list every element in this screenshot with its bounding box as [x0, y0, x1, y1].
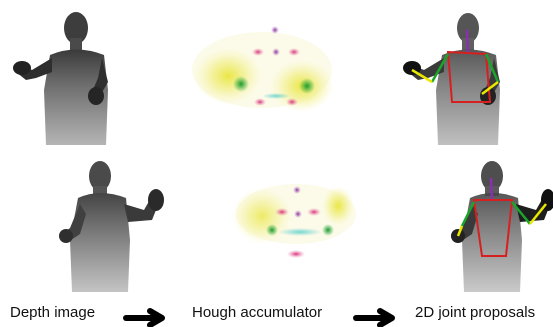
depth-image-top	[13, 12, 108, 145]
depth-image-label: Depth image	[10, 304, 96, 321]
depth-image-bottom	[59, 161, 164, 292]
arrow-right-icon	[353, 308, 395, 327]
joint-proposals-top	[403, 13, 500, 145]
hough-accumulator-bottom	[232, 184, 356, 258]
joint-proposals-bottom	[451, 161, 553, 292]
arrow-right-icon	[123, 308, 165, 327]
hough-accumulator-label: Hough accumulator	[192, 304, 323, 321]
joint-proposals-label: 2D joint proposals	[415, 304, 536, 321]
hough-accumulator-top	[192, 26, 334, 112]
